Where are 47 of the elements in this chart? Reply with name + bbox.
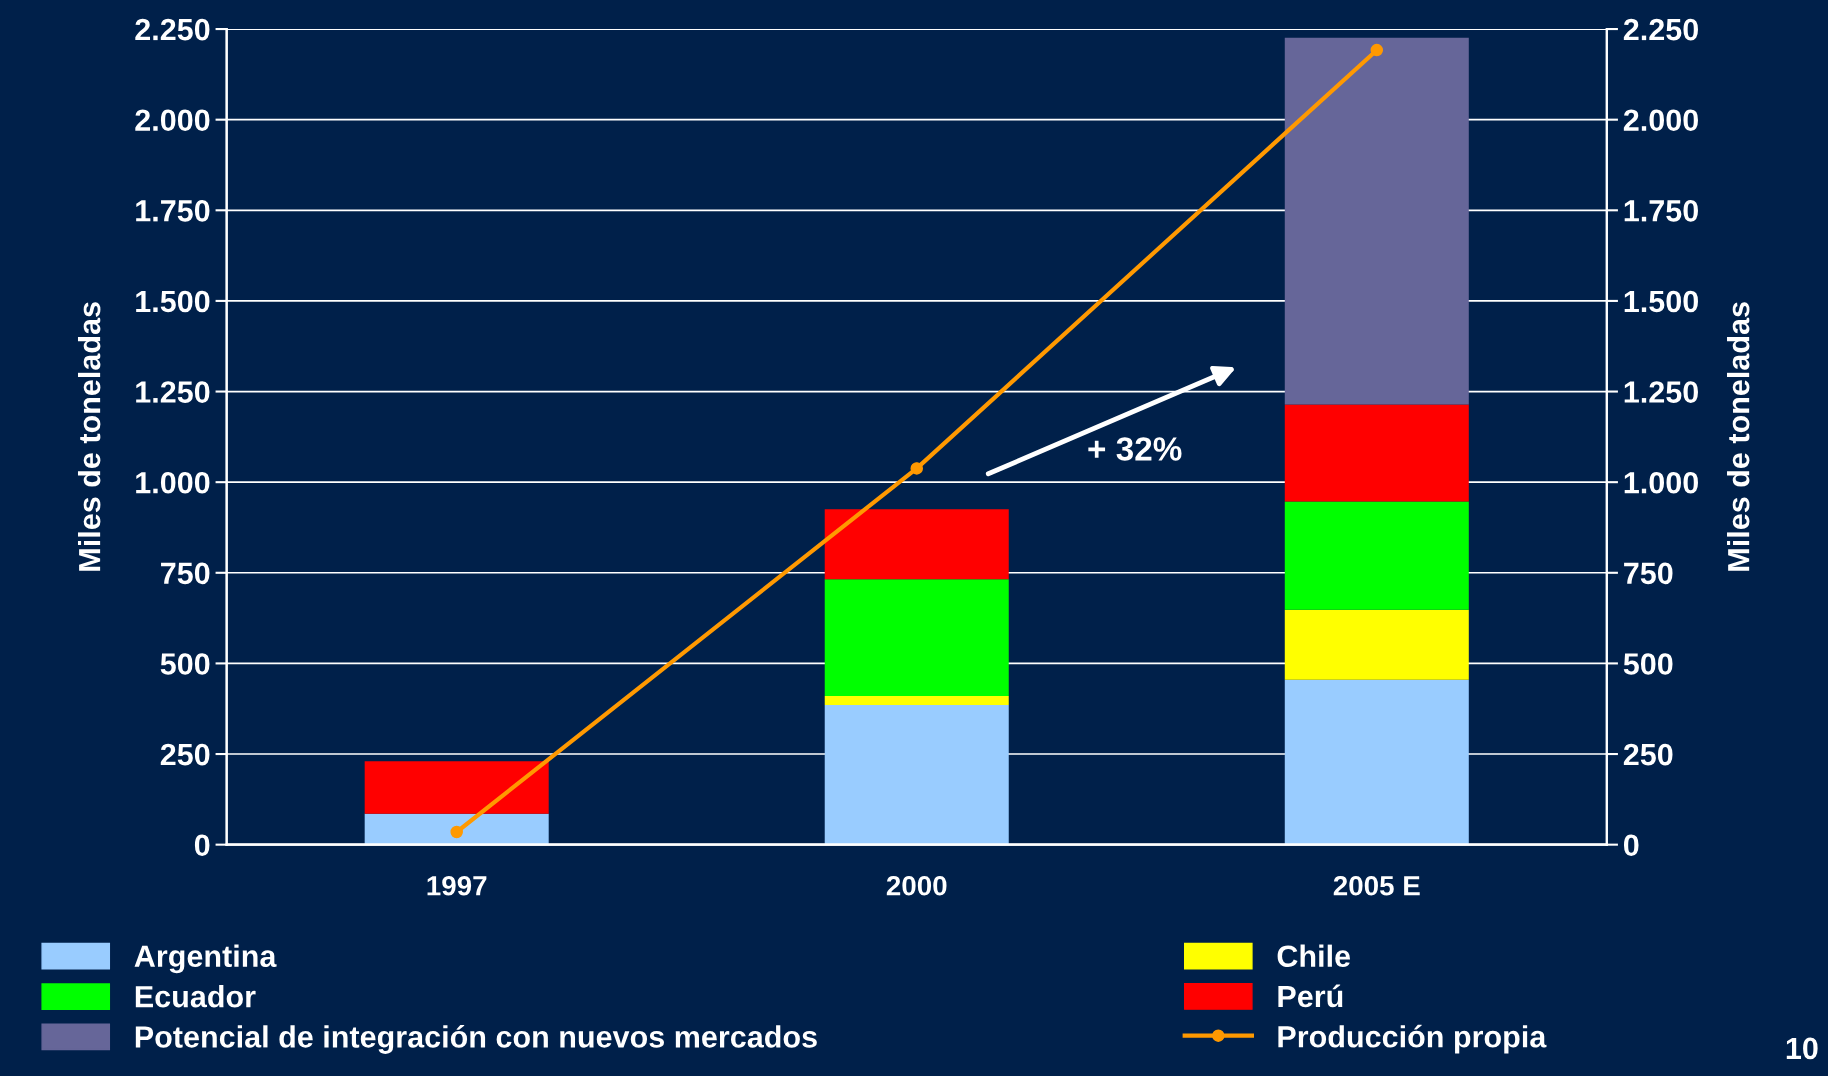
y-axis-title: Miles de toneladas [77,302,101,571]
point [1370,43,1384,57]
y2-axis-title: Miles de toneladas [1727,302,1750,571]
bar [364,813,549,845]
y2-tick-label: 250 [1623,743,1673,766]
legend-label: Chile [1277,944,1351,968]
x-tick-label: 2005 E [1333,875,1420,896]
y2-tick-label: 500 [1623,653,1673,675]
legend-label: Potencial de integración con nuevos mercados [135,1025,817,1054]
bar [1284,609,1469,680]
x-tick-label: 2000 [886,875,947,896]
y2-tick-label: 2.250 [1623,18,1698,41]
bar [1284,501,1469,610]
y2-tick-label: 750 [1624,562,1673,585]
y-tick-label: 1.000 [136,471,210,494]
x-tick-label: 1997 [427,875,487,896]
annotation: + 32% [1088,437,1182,461]
y2-tick-label: 2.000 [1623,109,1698,132]
y2-tick-label: 1.500 [1624,290,1698,313]
y2-tick-label: 0 [1623,834,1639,857]
y2-tick-label: 1.000 [1624,471,1698,494]
y-tick-label: 500 [160,653,210,675]
bar [824,696,1009,706]
legend-label: Ecuador [135,985,256,1008]
bar [824,509,1009,580]
y-tick-label: 1.500 [136,290,210,313]
y-tick-label: 0 [194,834,210,857]
legend-label: Producción propia [1278,1024,1547,1054]
legend-label: Perú [1278,984,1343,1008]
point [450,825,463,839]
y2-tick-label: 1.750 [1624,200,1698,222]
y-tick-label: 2.000 [135,109,210,132]
bar [824,579,1009,697]
y-tick-label: 1.250 [136,381,210,403]
bar [1284,37,1469,405]
y-tick-label: 2.250 [135,18,210,41]
y-tick-label: 1.750 [136,200,210,222]
point [910,462,923,475]
y-tick-label: 250 [160,743,210,766]
text: 10 [1786,1037,1818,1060]
legend-label: Argentina [134,944,277,974]
bar [364,761,549,814]
bar [1284,679,1469,845]
bar [824,705,1009,845]
y2-tick-label: 1.250 [1624,381,1698,403]
y-tick-label: 750 [161,562,210,585]
bar [1284,404,1469,502]
